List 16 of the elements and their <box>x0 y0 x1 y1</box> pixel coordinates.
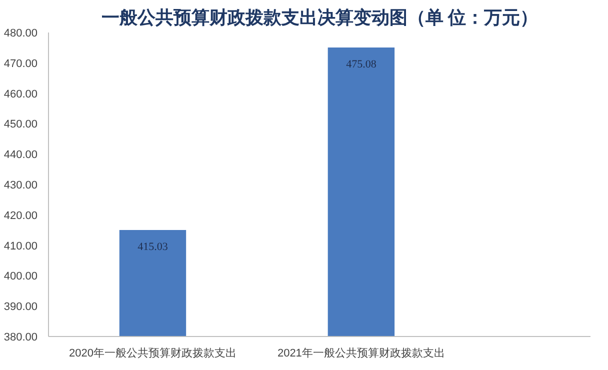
y-tick-label: 380.00 <box>4 332 38 344</box>
y-tick-label: 460.00 <box>4 88 38 100</box>
data-label: 415.03 <box>138 241 168 254</box>
y-tick-label: 390.00 <box>4 301 38 314</box>
y-tick-label: 440.00 <box>4 149 38 162</box>
y-tick-label: 410.00 <box>4 240 38 252</box>
x-tick-label: 2020年一般公共预算财政拨款支出 <box>68 346 236 360</box>
data-label: 475.08 <box>346 58 377 70</box>
y-tick-label: 400.00 <box>4 270 38 283</box>
x-tick-label: 2021年一般公共预算财政拨款支出 <box>277 346 445 360</box>
y-tick-label: 480.00 <box>4 28 38 40</box>
chart-title: 一般公共预算财政拨款支出决算变动图（单 位：万元） <box>101 8 538 28</box>
y-tick-label: 430.00 <box>4 180 38 192</box>
y-tick-label: 450.00 <box>4 118 38 131</box>
y-tick-label: 470.00 <box>4 58 38 70</box>
y-tick-label: 420.00 <box>4 210 38 222</box>
